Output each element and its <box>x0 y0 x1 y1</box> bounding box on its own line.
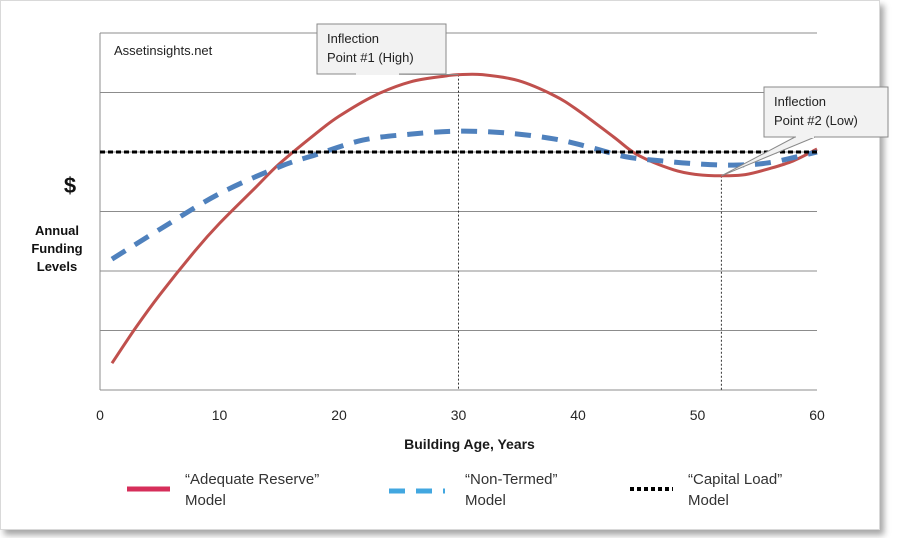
callout-box: Inflection Point #2 (Low) <box>721 86 889 177</box>
x-tick-label: 10 <box>212 407 228 423</box>
callout-rect <box>763 86 889 138</box>
callout-rect <box>316 23 447 75</box>
callout-text: Inflection <box>774 94 826 109</box>
chart-frame <box>0 0 880 530</box>
legend-item: “Capital Load” Model <box>630 471 782 509</box>
x-tick-label: 20 <box>331 407 347 423</box>
x-tick-label: 0 <box>96 407 104 423</box>
x-tick-labels: 0 10 20 30 40 50 60 <box>96 407 825 423</box>
legend-label: Model <box>465 492 506 509</box>
x-axis-title: Building Age, Years <box>404 436 535 452</box>
legend-label: “Capital Load” <box>688 471 782 488</box>
legend-label: “Adequate Reserve” <box>185 471 319 488</box>
y-axis-symbol: $ <box>64 173 76 198</box>
callout-text: Point #2 (Low) <box>774 113 858 128</box>
watermark-text: Assetinsights.net <box>114 43 213 58</box>
x-tick-label: 40 <box>570 407 586 423</box>
y-axis-title-line: Annual <box>35 223 79 238</box>
legend-item: “Non-Termed” Model <box>389 471 558 509</box>
x-tick-label: 60 <box>809 407 825 423</box>
legend-item: “Adequate Reserve” Model <box>127 471 319 509</box>
legend-label: Model <box>688 492 729 509</box>
y-axis-title-line: Funding <box>31 241 82 256</box>
series-line-dashed <box>110 128 818 262</box>
legend-label: Model <box>185 492 226 509</box>
callout-text: Point #1 (High) <box>327 50 414 65</box>
y-axis-title-line: Levels <box>37 259 77 274</box>
legend-label: “Non-Termed” <box>465 471 558 488</box>
x-tick-label: 30 <box>451 407 467 423</box>
gridlines <box>100 32 817 331</box>
callout-text: Inflection <box>327 31 379 46</box>
callout-box: Inflection Point #1 (High) <box>316 23 459 76</box>
x-tick-label: 50 <box>690 407 706 423</box>
series-line-solid <box>110 72 818 365</box>
